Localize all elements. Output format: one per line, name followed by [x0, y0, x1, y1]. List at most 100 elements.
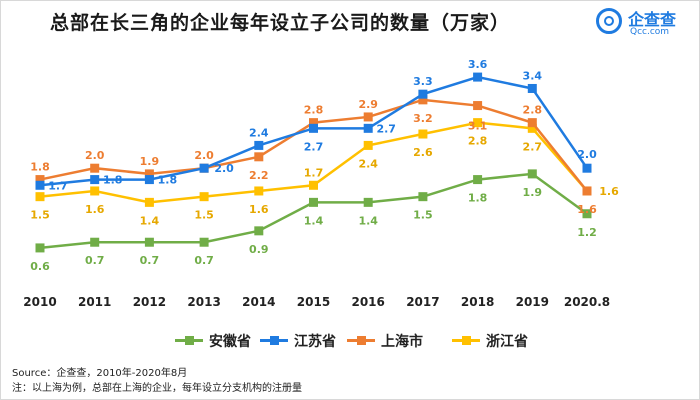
point-shanghai-2017	[418, 95, 428, 105]
point-anhui-2013	[199, 237, 209, 247]
point-anhui-2017	[418, 192, 428, 202]
point-zhejiang-2017	[418, 129, 428, 139]
data-label-zhejiang-2016: 2.4	[358, 157, 378, 170]
data-label-anhui-2014: 0.9	[249, 243, 269, 256]
data-label-anhui-2013: 0.7	[194, 254, 214, 267]
data-label-zhejiang-2012: 1.4	[140, 214, 160, 227]
point-zhejiang-2019	[527, 123, 537, 133]
point-anhui-2014	[254, 226, 264, 236]
chart-title: 总部在长三角的企业每年设立子公司的数量（万家）	[49, 12, 510, 34]
point-jiangsu-2012	[144, 175, 154, 185]
point-jiangsu-2010	[35, 180, 45, 190]
data-label-jiangsu-2011: 1.8	[103, 174, 123, 187]
data-label-anhui-2018: 1.8	[468, 192, 488, 205]
legend-label-anhui: 安徽省	[209, 334, 251, 350]
data-label-shanghai-2020.8: 1.6	[577, 203, 597, 216]
point-anhui-2010	[35, 243, 45, 253]
data-label-anhui-2020.8: 1.2	[577, 226, 597, 239]
data-label-jiangsu-2018: 3.6	[468, 58, 488, 71]
series-line-zhejiang	[39, 121, 588, 204]
point-zhejiang-2011	[90, 186, 100, 196]
data-label-shanghai-2014: 2.2	[249, 169, 269, 182]
point-anhui-2019	[527, 169, 537, 179]
point-jiangsu-2020.8	[582, 163, 592, 173]
qcc-logo: 企查查 Qcc.com	[596, 6, 700, 44]
point-zhejiang-2015	[309, 180, 318, 190]
data-label-zhejiang-2011: 1.6	[85, 203, 105, 216]
point-zhejiang-2016	[363, 140, 373, 150]
point-anhui-2020.8	[582, 209, 592, 219]
data-label-shanghai-2019: 2.8	[523, 104, 543, 117]
point-zhejiang-2014	[254, 186, 264, 196]
data-label-anhui-2010: 0.6	[30, 260, 50, 273]
x-tick-label-2016: 2016	[351, 295, 384, 309]
legend-label-jiangsu: 江苏省	[294, 334, 336, 350]
x-tick-label-2011: 2011	[78, 295, 111, 309]
data-label-shanghai-2010: 1.8	[30, 161, 50, 174]
data-label-jiangsu-2019: 3.4	[523, 69, 543, 82]
qcc-logo-icon	[596, 8, 622, 34]
data-label-anhui-2011: 0.7	[85, 254, 105, 267]
point-shanghai-2015	[309, 118, 318, 128]
x-tick-label-2010: 2010	[23, 295, 56, 309]
x-tick-label-2014: 2014	[242, 295, 275, 309]
x-tick-label-2015: 2015	[297, 295, 330, 309]
point-zhejiang-2012	[144, 197, 154, 207]
x-tick-label-2013: 2013	[187, 295, 220, 309]
x-tick-label-2017: 2017	[406, 295, 439, 309]
point-anhui-2016	[363, 197, 373, 207]
point-jiangsu-2013	[199, 163, 209, 173]
x-tick-label-2012: 2012	[133, 295, 166, 309]
data-label-shanghai-2013: 2.0	[194, 149, 214, 162]
legend: 安徽省 江苏省 上海市 浙江省	[0, 329, 700, 353]
point-shanghai-2018	[473, 101, 483, 111]
point-jiangsu-2017	[418, 89, 428, 99]
point-jiangsu-2016	[363, 123, 373, 133]
data-label-jiangsu-2020.8: 2.0	[577, 148, 597, 161]
data-label-shanghai-2017: 3.2	[413, 112, 433, 125]
data-label-anhui-2019: 1.9	[523, 186, 543, 199]
point-anhui-2015	[309, 197, 318, 207]
data-label-anhui-2017: 1.5	[413, 209, 433, 222]
point-jiangsu-2014	[254, 140, 264, 150]
point-shanghai-2019	[527, 118, 537, 128]
point-anhui-2012	[144, 237, 154, 247]
data-label-shanghai-2015: 2.8	[304, 104, 324, 117]
point-zhejiang-2013	[199, 192, 209, 202]
point-shanghai-2016	[363, 112, 373, 122]
legend-marker-jiangsu	[270, 336, 279, 345]
data-label-anhui-2012: 0.7	[140, 254, 160, 267]
x-tick-label-2018: 2018	[461, 295, 494, 309]
x-tick-label-2019: 2019	[516, 295, 549, 309]
point-shanghai-2010	[35, 175, 45, 185]
legend-marker-anhui	[185, 336, 194, 345]
point-zhejiang-2010	[35, 192, 45, 202]
data-label-shanghai-2012: 1.9	[140, 155, 160, 168]
data-label-shanghai-2016: 2.9	[358, 98, 378, 111]
point-jiangsu-2018	[473, 72, 483, 82]
x-tick-label-2020.8: 2020.8	[564, 295, 610, 309]
note-text: 注：以上海为例，总部在上海的企业，每年设立分支机构的注册量	[12, 383, 302, 394]
legend-marker-shanghai	[357, 336, 366, 345]
point-shanghai-2020.8	[582, 186, 592, 196]
data-label-zhejiang-2013: 1.5	[194, 209, 214, 222]
data-label-anhui-2016: 1.4	[358, 214, 378, 227]
point-anhui-2011	[90, 237, 100, 247]
point-anhui-2018	[473, 175, 483, 185]
data-label-zhejiang-2017: 2.6	[413, 146, 433, 159]
data-label-zhejiang-2010: 1.5	[30, 209, 50, 222]
point-shanghai-2011	[90, 163, 100, 173]
data-label-shanghai-2011: 2.0	[85, 149, 105, 162]
logo-sub: Qcc.com	[630, 27, 670, 37]
data-label-jiangsu-2016: 2.7	[376, 122, 396, 135]
data-label-zhejiang-2014: 1.6	[249, 203, 269, 216]
legend-label-shanghai: 上海市	[381, 334, 423, 350]
data-label-jiangsu-2017: 3.3	[413, 75, 433, 88]
point-jiangsu-2011	[90, 175, 100, 185]
data-label-shanghai-2018: 3.1	[468, 120, 488, 133]
point-shanghai-2014	[254, 152, 264, 162]
data-label-jiangsu-2014: 2.4	[249, 126, 269, 139]
data-label-jiangsu-2010: 1.7	[48, 179, 68, 192]
source-text: Source：企查查，2010年-2020年8月	[12, 368, 188, 379]
